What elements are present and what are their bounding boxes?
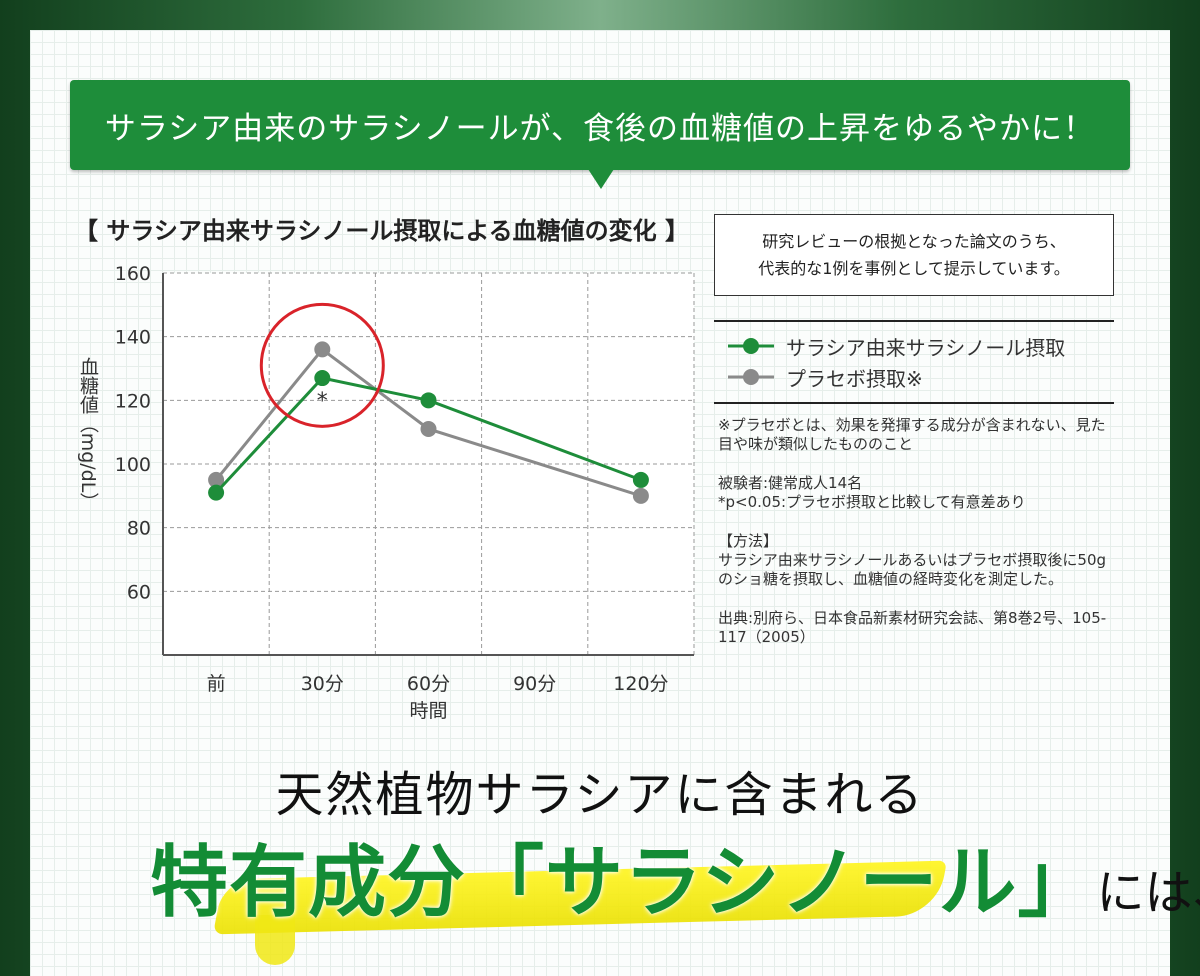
data-point-0 — [632, 471, 649, 488]
headline-line-1: 天然植物サラシアに含まれる — [275, 767, 925, 823]
headline-tail: には、 — [1096, 865, 1200, 921]
series-line-0 — [214, 376, 642, 494]
x-tick-label: 120分 — [613, 673, 668, 695]
note-line-1: 研究レビューの根拠となった論文のうち、 — [762, 232, 1066, 251]
y-tick-label: 140 — [115, 327, 151, 349]
legend-label-placebo: プラセボ摂取※ — [786, 366, 923, 391]
headline-emphasis: 特有成分「サラシノール」 — [150, 837, 1097, 928]
study-note-box: 研究レビューの根拠となった論文のうち、 代表的な1例を事例として提示しています。 — [714, 214, 1114, 296]
data-point-1 — [208, 471, 225, 488]
y-axis-label: 血糖値（mg/dL） — [77, 356, 99, 511]
method-title: 【方法】 — [718, 532, 779, 550]
y-tick-label: 60 — [127, 581, 151, 603]
y-tick-label: 80 — [127, 518, 151, 540]
study-notes: ※プラセボとは、効果を発揮する成分が含まれない、見た目や味が類似したもののこと … — [718, 416, 1108, 667]
headline-banner: サラシア由来のサラシノールが、食後の血糖値の上昇をゆるやかに！ — [70, 80, 1130, 170]
data-point-1 — [314, 341, 331, 358]
chart-legend: サラシア由来サラシノール摂取 プラセボ摂取※ — [714, 320, 1114, 404]
data-point-0 — [314, 370, 331, 387]
subjects-note: 被験者:健常成人14名 — [718, 474, 863, 492]
yellow-brush-drip — [255, 915, 295, 965]
x-tick-label: 前 — [207, 673, 226, 695]
x-tick-label: 90分 — [513, 673, 556, 695]
y-tick-label: 100 — [115, 454, 151, 476]
legend-marker-green-icon — [728, 338, 774, 354]
placebo-definition: ※プラセボとは、効果を発揮する成分が含まれない、見た目や味が類似したもののこと — [718, 416, 1106, 453]
banner-pointer-arrow — [588, 169, 614, 189]
highlight-circle — [259, 302, 385, 428]
headline-line-2: 特有成分「サラシノール」には、 — [150, 820, 1200, 932]
data-point-1 — [632, 487, 649, 504]
y-tick-label: 120 — [115, 390, 151, 412]
method-body: サラシア由来サラシノールあるいはプラセボ摂取後に50gのショ糖を摂取し、血糖値の… — [718, 551, 1107, 588]
y-tick-label: 160 — [115, 263, 151, 285]
legend-label-salacinol: サラシア由来サラシノール摂取 — [786, 335, 1066, 360]
data-point-0 — [420, 392, 437, 409]
note-line-2: 代表的な1例を事例として提示しています。 — [758, 259, 1070, 278]
legend-item-salacinol: サラシア由来サラシノール摂取 — [726, 331, 1065, 361]
chart-title: 【 サラシア由来サラシノール摂取による血糖値の変化 】 — [74, 217, 690, 245]
x-tick-label: 30分 — [301, 673, 344, 695]
data-point-0 — [208, 484, 225, 501]
source-citation: 出典:別府ら、日本食品新素材研究会誌、第8巻2号、105-117（2005） — [718, 609, 1107, 646]
banner-text: サラシア由来のサラシノールが、食後の血糖値の上昇をゆるやかに！ — [104, 110, 1096, 147]
x-axis-label: 時間 — [409, 700, 447, 722]
x-tick-label: 60分 — [407, 673, 450, 695]
significance-note: *p<0.05:プラセボ摂取と比較して有意差あり — [718, 493, 1026, 511]
legend-item-placebo: プラセボ摂取※ — [726, 362, 923, 392]
significance-asterisk: * — [317, 389, 328, 414]
data-point-1 — [420, 420, 437, 437]
legend-marker-gray-icon — [728, 369, 774, 385]
